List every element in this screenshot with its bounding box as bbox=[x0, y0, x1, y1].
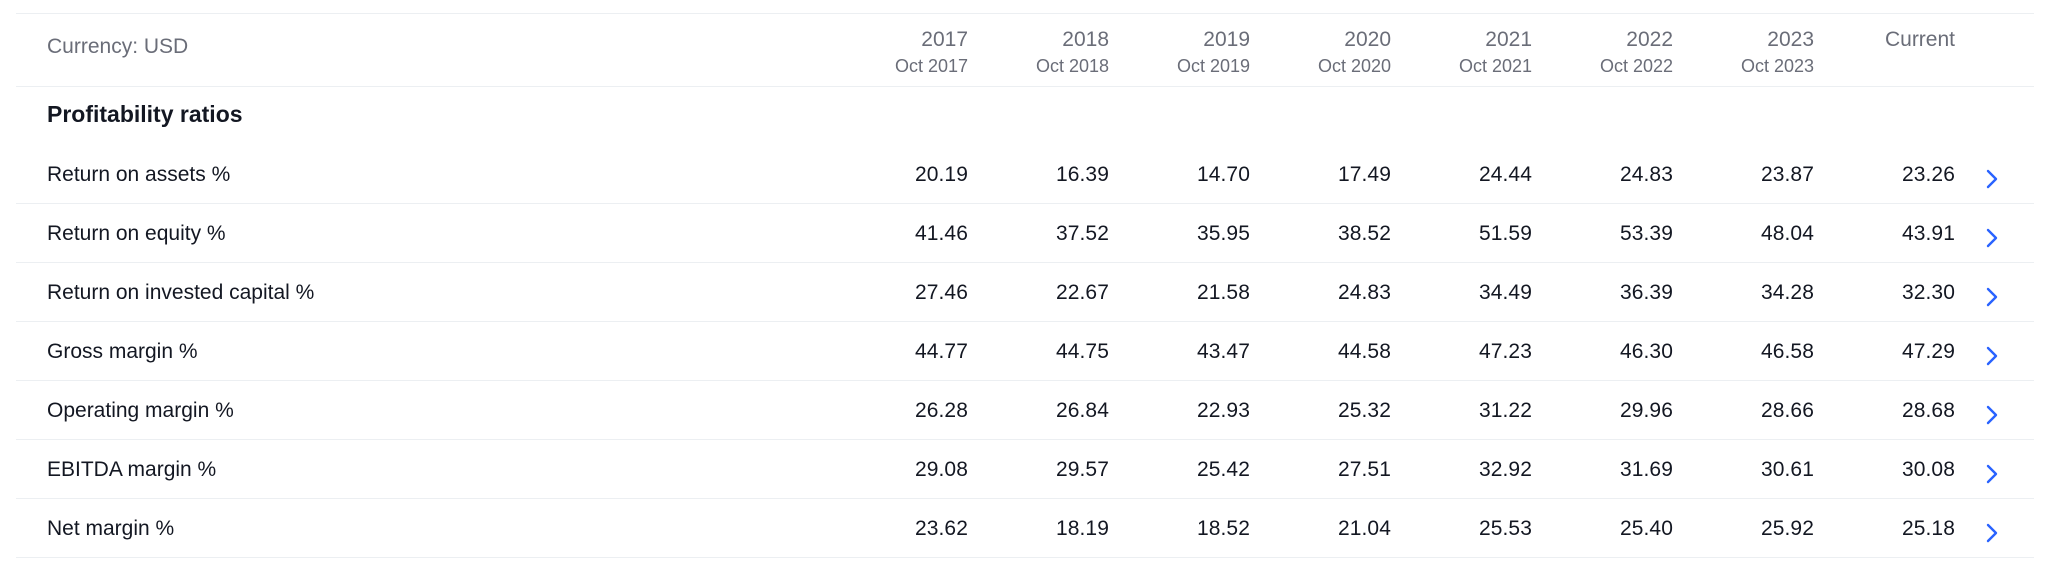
table-cell: 21.04 bbox=[1337, 517, 1391, 540]
table-cell: 32.92 bbox=[1478, 458, 1532, 481]
column-header-year: 2019 bbox=[1203, 28, 1250, 51]
table-row[interactable]: Net margin % 23.62 18.19 18.52 21.04 25.… bbox=[16, 499, 2034, 558]
table-cell: 31.69 bbox=[1619, 458, 1673, 481]
row-label: Operating margin % bbox=[47, 399, 234, 422]
column-header-year: 2017 bbox=[921, 28, 968, 51]
table-cell: 32.30 bbox=[1901, 281, 1955, 304]
table-cell: 24.44 bbox=[1478, 163, 1532, 186]
table-cell: 30.08 bbox=[1901, 458, 1955, 481]
column-header-period: Oct 2017 bbox=[894, 56, 968, 76]
table-cell: 23.26 bbox=[1901, 163, 1955, 186]
table-cell: 47.29 bbox=[1901, 340, 1955, 363]
table-cell: 26.84 bbox=[1055, 399, 1109, 422]
chevron-right-icon[interactable] bbox=[1982, 344, 2002, 368]
column-header-period: Oct 2022 bbox=[1599, 56, 1673, 76]
table-cell: 38.52 bbox=[1337, 222, 1391, 245]
row-label: Return on invested capital % bbox=[47, 281, 315, 304]
chevron-right-icon[interactable] bbox=[1982, 167, 2002, 191]
table-cell: 23.62 bbox=[914, 517, 968, 540]
table-cell: 23.87 bbox=[1760, 163, 1814, 186]
table-cell: 28.68 bbox=[1901, 399, 1955, 422]
table-cell: 30.61 bbox=[1760, 458, 1814, 481]
table-cell: 46.58 bbox=[1760, 340, 1814, 363]
column-header-period: Oct 2023 bbox=[1740, 56, 1814, 76]
table-cell: 37.52 bbox=[1055, 222, 1109, 245]
table-cell: 29.57 bbox=[1055, 458, 1109, 481]
row-label: Return on equity % bbox=[47, 222, 226, 245]
table-cell: 22.67 bbox=[1055, 281, 1109, 304]
table-cell: 51.59 bbox=[1478, 222, 1532, 245]
profitability-table: Currency: USD 2017 Oct 2017 2018 Oct 201… bbox=[16, 13, 2034, 558]
table-cell: 53.39 bbox=[1619, 222, 1673, 245]
table-cell: 27.51 bbox=[1337, 458, 1391, 481]
chevron-right-icon[interactable] bbox=[1982, 403, 2002, 427]
table-cell: 24.83 bbox=[1619, 163, 1673, 186]
column-header-period: Oct 2021 bbox=[1458, 56, 1532, 76]
table-row[interactable]: EBITDA margin % 29.08 29.57 25.42 27.51 … bbox=[16, 440, 2034, 499]
table-cell: 31.22 bbox=[1478, 399, 1532, 422]
table-cell: 25.32 bbox=[1337, 399, 1391, 422]
table-cell: 46.30 bbox=[1619, 340, 1673, 363]
table-cell: 29.96 bbox=[1619, 399, 1673, 422]
chevron-right-icon[interactable] bbox=[1982, 462, 2002, 486]
table-cell: 21.58 bbox=[1196, 281, 1250, 304]
table-cell: 44.77 bbox=[914, 340, 968, 363]
table-cell: 25.53 bbox=[1478, 517, 1532, 540]
column-header-year: 2021 bbox=[1485, 28, 1532, 51]
table-cell: 14.70 bbox=[1196, 163, 1250, 186]
chevron-right-icon[interactable] bbox=[1982, 521, 2002, 545]
row-label: EBITDA margin % bbox=[47, 458, 217, 481]
table-row[interactable]: Operating margin % 26.28 26.84 22.93 25.… bbox=[16, 381, 2034, 440]
table-cell: 16.39 bbox=[1055, 163, 1109, 186]
column-header-period: Oct 2018 bbox=[1035, 56, 1109, 76]
table-cell: 43.47 bbox=[1196, 340, 1250, 363]
column-header-year: 2023 bbox=[1767, 28, 1814, 51]
table-cell: 47.23 bbox=[1478, 340, 1532, 363]
row-label: Return on assets % bbox=[47, 163, 231, 186]
table-cell: 29.08 bbox=[914, 458, 968, 481]
table-cell: 22.93 bbox=[1196, 399, 1250, 422]
row-label: Gross margin % bbox=[47, 340, 198, 363]
table-cell: 25.18 bbox=[1901, 517, 1955, 540]
table-cell: 35.95 bbox=[1196, 222, 1250, 245]
table-cell: 20.19 bbox=[914, 163, 968, 186]
table-cell: 17.49 bbox=[1337, 163, 1391, 186]
table-cell: 25.92 bbox=[1760, 517, 1814, 540]
table-cell: 24.83 bbox=[1337, 281, 1391, 304]
table-row[interactable]: Return on assets % 20.19 16.39 14.70 17.… bbox=[16, 145, 2034, 204]
table-cell: 25.40 bbox=[1619, 517, 1673, 540]
column-header-year: 2018 bbox=[1062, 28, 1109, 51]
table-cell: 43.91 bbox=[1901, 222, 1955, 245]
table-cell: 44.58 bbox=[1337, 340, 1391, 363]
table-cell: 48.04 bbox=[1760, 222, 1814, 245]
row-label: Net margin % bbox=[47, 517, 175, 540]
table-row[interactable]: Return on invested capital % 27.46 22.67… bbox=[16, 263, 2034, 322]
chevron-right-icon[interactable] bbox=[1982, 226, 2002, 250]
table-cell: 18.19 bbox=[1055, 517, 1109, 540]
table-header-row: Currency: USD 2017 Oct 2017 2018 Oct 201… bbox=[16, 14, 2034, 87]
column-header-year: 2022 bbox=[1626, 28, 1673, 51]
table-cell: 18.52 bbox=[1196, 517, 1250, 540]
column-header-year: 2020 bbox=[1344, 28, 1391, 51]
column-header-current: Current bbox=[1884, 28, 1955, 51]
column-header-period: Oct 2019 bbox=[1176, 56, 1250, 76]
table-cell: 34.49 bbox=[1478, 281, 1532, 304]
section-header-row: Profitability ratios bbox=[16, 87, 2034, 145]
section-title: Profitability ratios bbox=[47, 101, 243, 127]
table-row[interactable]: Gross margin % 44.77 44.75 43.47 44.58 4… bbox=[16, 322, 2034, 381]
chevron-right-icon[interactable] bbox=[1982, 285, 2002, 309]
table-cell: 27.46 bbox=[914, 281, 968, 304]
table-row[interactable]: Return on equity % 41.46 37.52 35.95 38.… bbox=[16, 204, 2034, 263]
table-cell: 28.66 bbox=[1760, 399, 1814, 422]
table-cell: 26.28 bbox=[914, 399, 968, 422]
table-cell: 41.46 bbox=[914, 222, 968, 245]
column-header-period: Oct 2020 bbox=[1317, 56, 1391, 76]
table-cell: 36.39 bbox=[1619, 281, 1673, 304]
currency-label: Currency: USD bbox=[47, 35, 189, 58]
table-cell: 34.28 bbox=[1760, 281, 1814, 304]
table-cell: 25.42 bbox=[1196, 458, 1250, 481]
table-cell: 44.75 bbox=[1055, 340, 1109, 363]
